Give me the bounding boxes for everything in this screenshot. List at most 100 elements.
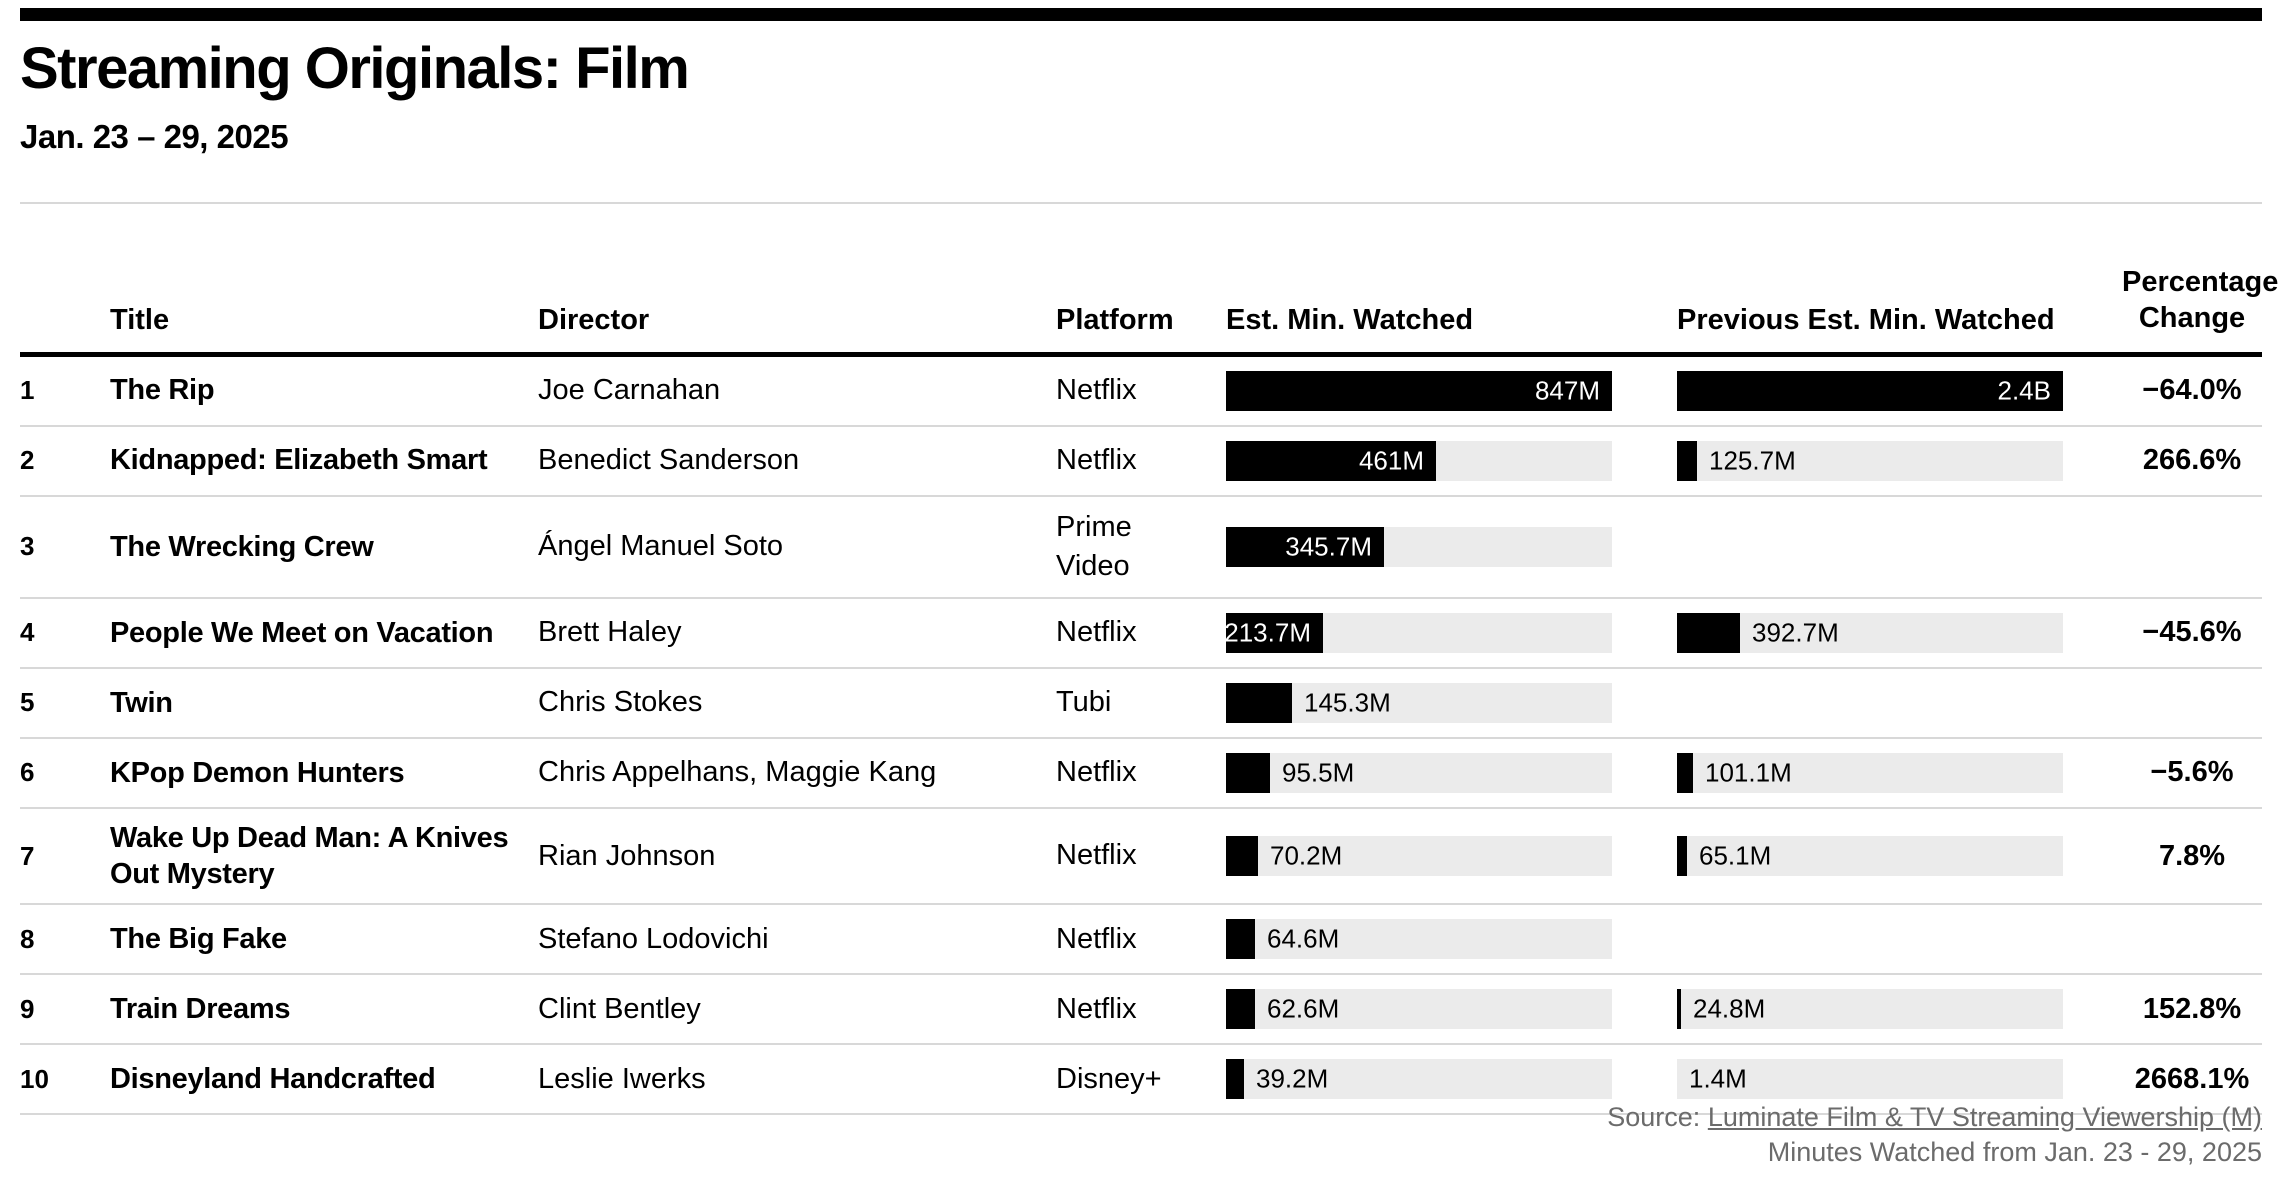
previous-est-min-watched-cell: 101.1M xyxy=(1677,752,2122,793)
title-cell: Disneyland Handcrafted xyxy=(110,1063,436,1096)
platform-cell: Tubi xyxy=(1056,686,1112,719)
bar-fill xyxy=(1226,1059,1244,1100)
table-row: 9 Train Dreams Clint Bentley Netflix 62.… xyxy=(20,975,2262,1046)
table-row: 4 People We Meet on Vacation Brett Haley… xyxy=(20,599,2262,669)
bar-value-label: 70.2M xyxy=(1270,840,1343,871)
director-cell: Benedict Sanderson xyxy=(538,444,800,476)
est-min-watched-cell: 70.2M xyxy=(1226,836,1677,877)
director-cell: Chris Appelhans, Maggie Kang xyxy=(538,756,937,789)
bar-value-label: 213.7M xyxy=(1224,617,1311,648)
bar-fill xyxy=(1677,440,1697,481)
table-row: 10 Disneyland Handcrafted Leslie Iwerks … xyxy=(20,1045,2262,1116)
column-header-est-min-watched: Est. Min. Watched xyxy=(1226,303,1474,336)
top-rule xyxy=(20,8,2262,21)
column-header-percentage-change-line2: Change xyxy=(2138,302,2246,335)
table-row: 8 The Big Fake Stefano Lodovichi Netflix… xyxy=(20,905,2262,976)
previous-est-min-watched-cell: 2.4B xyxy=(1677,370,2122,411)
bar-track: 70.2M xyxy=(1226,836,1612,877)
title-cell: KPop Demon Hunters xyxy=(110,756,405,789)
column-header-previous-est-min-watched: Previous Est. Min. Watched xyxy=(1677,303,2055,336)
est-min-watched-cell: 847M xyxy=(1226,370,1677,411)
bar-track: 145.3M xyxy=(1226,682,1612,723)
platform-cell: Disney+ xyxy=(1056,1062,1162,1095)
rank-cell: 2 xyxy=(20,445,35,475)
platform-cell: Netflix xyxy=(1056,616,1137,649)
percentage-change-cell: 7.8% xyxy=(2158,839,2226,872)
bar-track: 847M xyxy=(1226,370,1612,411)
percentage-change-cell: 266.6% xyxy=(2142,444,2242,476)
platform-cell: Prime Video xyxy=(1056,510,1132,582)
previous-est-min-watched-cell: 125.7M xyxy=(1677,440,2122,481)
title-cell: Twin xyxy=(110,686,173,719)
bar-track: 125.7M xyxy=(1677,440,2063,481)
rank-cell: 3 xyxy=(20,531,35,562)
rank-cell: 9 xyxy=(20,993,35,1024)
page-title: Streaming Originals: Film xyxy=(20,36,690,101)
est-min-watched-cell: 62.6M xyxy=(1226,989,1677,1030)
est-min-watched-cell: 345.7M xyxy=(1226,526,1677,567)
bar-value-label: 101.1M xyxy=(1705,757,1792,788)
bar-track: 95.5M xyxy=(1226,752,1612,793)
bar-value-label: 145.3M xyxy=(1304,687,1391,718)
column-header-percentage-change-line1: Percentage xyxy=(2122,266,2279,298)
director-cell: Stefano Lodovichi xyxy=(538,922,769,955)
bar-fill xyxy=(1677,836,1687,877)
director-cell: Leslie Iwerks xyxy=(538,1062,706,1095)
est-min-watched-cell: 145.3M xyxy=(1226,682,1677,723)
bar-value-label: 62.6M xyxy=(1267,993,1340,1024)
rank-cell: 7 xyxy=(20,840,35,871)
bar-track: 64.6M xyxy=(1226,919,1612,960)
director-cell: Joe Carnahan xyxy=(538,374,721,406)
title-cell: Train Dreams xyxy=(110,993,291,1026)
percentage-change-cell: 152.8% xyxy=(2142,992,2242,1025)
table-row: 2 Kidnapped: Elizabeth Smart Benedict Sa… xyxy=(20,427,2262,497)
bar-value-label: 95.5M xyxy=(1282,757,1355,788)
percentage-change-cell: 2668.1% xyxy=(2134,1062,2250,1095)
source-line: Source: Luminate Film & TV Streaming Vie… xyxy=(1607,1100,2262,1135)
title-cell: The Rip xyxy=(110,374,215,407)
rank-cell: 4 xyxy=(20,617,35,648)
footer-note: Minutes Watched from Jan. 23 - 29, 2025 xyxy=(1767,1137,2262,1167)
bar-fill xyxy=(1226,370,1612,411)
platform-cell: Netflix xyxy=(1056,373,1137,406)
bar-fill xyxy=(1226,919,1255,960)
bar-track: 24.8M xyxy=(1677,989,2063,1030)
bar-value-label: 392.7M xyxy=(1752,617,1839,648)
bar-track: 2.4B xyxy=(1677,370,2063,411)
bar-track: 101.1M xyxy=(1677,752,2063,793)
bar-value-label: 24.8M xyxy=(1693,993,1766,1024)
title-cell: The Big Fake xyxy=(110,923,287,956)
est-min-watched-cell: 39.2M xyxy=(1226,1059,1677,1100)
source-link[interactable]: Luminate Film & TV Streaming Viewership … xyxy=(1707,1102,2262,1132)
percentage-change-cell: −64.0% xyxy=(2142,374,2242,406)
bar-value-label: 125.7M xyxy=(1709,445,1796,475)
platform-cell: Netflix xyxy=(1056,922,1137,955)
percentage-change-cell: −45.6% xyxy=(2142,616,2242,649)
column-header-percentage-change: Percentage Change xyxy=(2122,264,2279,337)
bar-track: 392.7M xyxy=(1677,612,2063,653)
bar-value-label: 65.1M xyxy=(1699,840,1772,871)
bar-fill xyxy=(1677,612,1740,653)
column-header-platform: Platform xyxy=(1056,303,1174,336)
table-row: 6 KPop Demon Hunters Chris Appelhans, Ma… xyxy=(20,739,2262,809)
platform-cell: Netflix xyxy=(1056,992,1137,1025)
bar-track: 461M xyxy=(1226,440,1612,481)
est-min-watched-cell: 64.6M xyxy=(1226,919,1677,960)
bar-value-label: 345.7M xyxy=(1285,531,1372,562)
bar-fill xyxy=(1226,752,1270,793)
rank-cell: 1 xyxy=(20,375,35,405)
title-cell: People We Meet on Vacation xyxy=(110,616,494,649)
bar-fill xyxy=(1226,612,1323,653)
date-range: Jan. 23 – 29, 2025 xyxy=(20,118,289,155)
bar-track: 62.6M xyxy=(1226,989,1612,1030)
bar-value-label: 2.4B xyxy=(1997,375,2052,405)
source-label: Source: xyxy=(1607,1102,1708,1132)
bar-value-label: 1.4M xyxy=(1689,1063,1747,1094)
previous-est-min-watched-cell: 24.8M xyxy=(1677,989,2122,1030)
table-header: Title Director Platform Est. Min. Watche… xyxy=(20,264,2279,357)
bar-track: 1.4M xyxy=(1677,1059,2063,1100)
bar-value-label: 64.6M xyxy=(1267,923,1340,954)
bar-value-label: 39.2M xyxy=(1256,1063,1329,1094)
est-min-watched-cell: 213.7M xyxy=(1224,612,1677,653)
column-header-title: Title xyxy=(110,303,170,336)
